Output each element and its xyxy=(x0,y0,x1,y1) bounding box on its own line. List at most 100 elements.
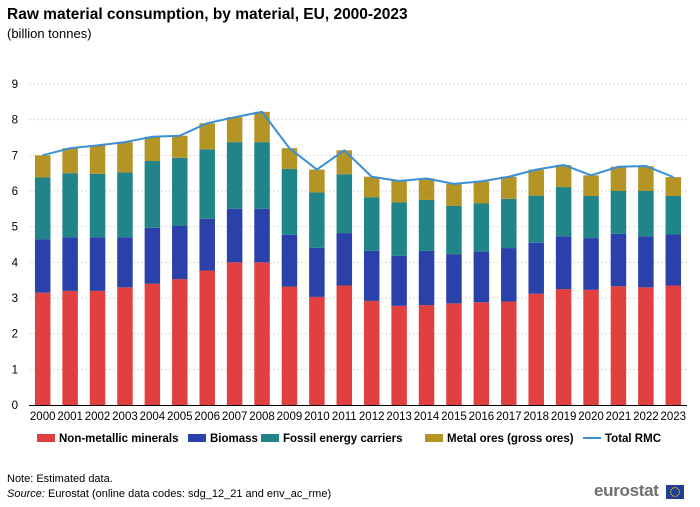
bar-metal-ores-gross-ores-2007 xyxy=(226,117,243,143)
bar-fossil-energy-carriers-2005 xyxy=(172,157,188,226)
x-tick-label: 2005 xyxy=(167,411,193,423)
bar-biomass-2020 xyxy=(583,238,599,290)
bar-metal-ores-gross-ores-2017 xyxy=(501,176,517,199)
x-tick-label: 2003 xyxy=(112,411,138,423)
chart-title: Raw material consumption, by material, E… xyxy=(7,6,408,23)
bar-non-metallic-minerals-2016 xyxy=(473,302,490,405)
bar-non-metallic-minerals-2007 xyxy=(226,262,243,405)
y-tick-label: 8 xyxy=(12,115,18,127)
eurostat-logo-text: eurostat xyxy=(594,481,659,500)
bar-fossil-energy-carriers-2000 xyxy=(34,177,51,240)
y-tick-label: 5 xyxy=(12,222,18,234)
bar-metal-ores-gross-ores-2005 xyxy=(172,135,188,158)
x-tick-label: 2018 xyxy=(523,411,549,423)
bar-metal-ores-gross-ores-2023 xyxy=(665,177,682,196)
legend-label-total-rmc: Total RMC xyxy=(605,433,661,445)
bar-metal-ores-gross-ores-2006 xyxy=(199,123,215,150)
bar-fossil-energy-carriers-2019 xyxy=(555,187,572,237)
bar-metal-ores-gross-ores-2019 xyxy=(555,164,572,188)
bar-non-metallic-minerals-2013 xyxy=(391,305,407,405)
bar-metal-ores-gross-ores-2020 xyxy=(583,175,599,196)
bar-fossil-energy-carriers-2018 xyxy=(528,195,544,243)
bar-biomass-2019 xyxy=(555,236,572,290)
legend-label-metal-ores-gross-ores: Metal ores (gross ores) xyxy=(447,433,574,445)
bar-metal-ores-gross-ores-2004 xyxy=(144,136,161,162)
bar-metal-ores-gross-ores-2000 xyxy=(34,155,51,178)
x-tick-label: 2006 xyxy=(194,411,220,423)
bar-metal-ores-gross-ores-2012 xyxy=(363,176,380,198)
bar-biomass-2010 xyxy=(309,247,325,297)
x-tick-label: 2017 xyxy=(496,411,522,423)
bar-fossil-energy-carriers-2023 xyxy=(665,195,682,235)
bar-non-metallic-minerals-2000 xyxy=(34,292,51,405)
bar-biomass-2006 xyxy=(199,218,215,271)
bar-fossil-energy-carriers-2015 xyxy=(446,205,462,255)
bar-metal-ores-gross-ores-2010 xyxy=(309,169,325,193)
x-tick-label: 2010 xyxy=(304,411,330,423)
bar-non-metallic-minerals-2001 xyxy=(62,290,78,405)
bar-metal-ores-gross-ores-2015 xyxy=(446,183,462,206)
y-tick-label: 3 xyxy=(12,293,18,305)
bar-metal-ores-gross-ores-2013 xyxy=(391,181,407,203)
bar-biomass-2015 xyxy=(446,254,462,304)
bar-fossil-energy-carriers-2021 xyxy=(610,191,627,234)
bar-biomass-2013 xyxy=(391,255,407,306)
bar-biomass-2016 xyxy=(473,251,490,303)
y-tick-label: 9 xyxy=(12,79,18,91)
eu-flag-icon xyxy=(666,485,684,499)
bar-non-metallic-minerals-2010 xyxy=(309,296,325,405)
x-tick-label: 2013 xyxy=(386,411,412,423)
bar-biomass-2001 xyxy=(62,237,78,291)
legend-swatch-biomass xyxy=(188,434,206,442)
bar-biomass-2005 xyxy=(172,225,188,280)
x-tick-label: 2012 xyxy=(359,411,385,423)
y-tick-label: 7 xyxy=(12,150,18,162)
bar-non-metallic-minerals-2005 xyxy=(172,279,188,405)
x-tick-label: 2001 xyxy=(57,411,83,423)
bar-biomass-2003 xyxy=(117,237,133,288)
bar-metal-ores-gross-ores-2003 xyxy=(117,142,133,173)
bar-metal-ores-gross-ores-2016 xyxy=(473,181,490,204)
bar-non-metallic-minerals-2012 xyxy=(363,300,380,405)
x-tick-label: 2015 xyxy=(441,411,467,423)
source-text: Eurostat (online data codes: sdg_12_21 a… xyxy=(44,488,332,500)
bar-fossil-energy-carriers-2004 xyxy=(144,161,161,228)
x-tick-label: 2009 xyxy=(277,411,303,423)
bar-biomass-2018 xyxy=(528,242,544,294)
bar-biomass-2009 xyxy=(281,234,298,287)
bar-fossil-energy-carriers-2016 xyxy=(473,203,490,252)
bar-non-metallic-minerals-2003 xyxy=(117,287,133,405)
bar-biomass-2017 xyxy=(501,248,517,302)
legend-label-fossil-energy-carriers: Fossil energy carriers xyxy=(283,433,403,445)
bar-metal-ores-gross-ores-2021 xyxy=(610,166,627,191)
bar-non-metallic-minerals-2006 xyxy=(199,270,215,405)
legend-swatch-metal-ores-gross-ores xyxy=(425,434,443,442)
bar-fossil-energy-carriers-2020 xyxy=(583,195,599,239)
chart-note: Note: Estimated data. xyxy=(7,473,113,485)
y-tick-label: 6 xyxy=(12,186,18,198)
bar-non-metallic-minerals-2011 xyxy=(336,285,353,405)
bar-non-metallic-minerals-2017 xyxy=(501,301,517,405)
bar-non-metallic-minerals-2023 xyxy=(665,285,682,405)
x-tick-label: 2022 xyxy=(633,411,659,423)
chart-subtitle: (billion tonnes) xyxy=(7,26,92,41)
y-tick-label: 4 xyxy=(12,257,19,269)
bar-non-metallic-minerals-2019 xyxy=(555,289,572,405)
bar-fossil-energy-carriers-2013 xyxy=(391,202,407,256)
bar-biomass-2014 xyxy=(418,250,435,306)
bar-fossil-energy-carriers-2009 xyxy=(281,168,298,235)
bar-fossil-energy-carriers-2006 xyxy=(199,149,215,219)
bar-biomass-2021 xyxy=(610,233,627,287)
x-tick-label: 2020 xyxy=(578,411,604,423)
x-tick-label: 2016 xyxy=(469,411,495,423)
legend-label-biomass: Biomass xyxy=(210,433,258,445)
bar-non-metallic-minerals-2021 xyxy=(610,286,627,405)
bar-metal-ores-gross-ores-2001 xyxy=(62,148,78,174)
bar-fossil-energy-carriers-2010 xyxy=(309,192,325,248)
y-tick-label: 1 xyxy=(12,364,18,376)
bar-fossil-energy-carriers-2017 xyxy=(501,198,517,249)
bar-fossil-energy-carriers-2014 xyxy=(418,199,435,251)
bar-fossil-energy-carriers-2003 xyxy=(117,172,133,238)
bar-biomass-2011 xyxy=(336,233,353,286)
